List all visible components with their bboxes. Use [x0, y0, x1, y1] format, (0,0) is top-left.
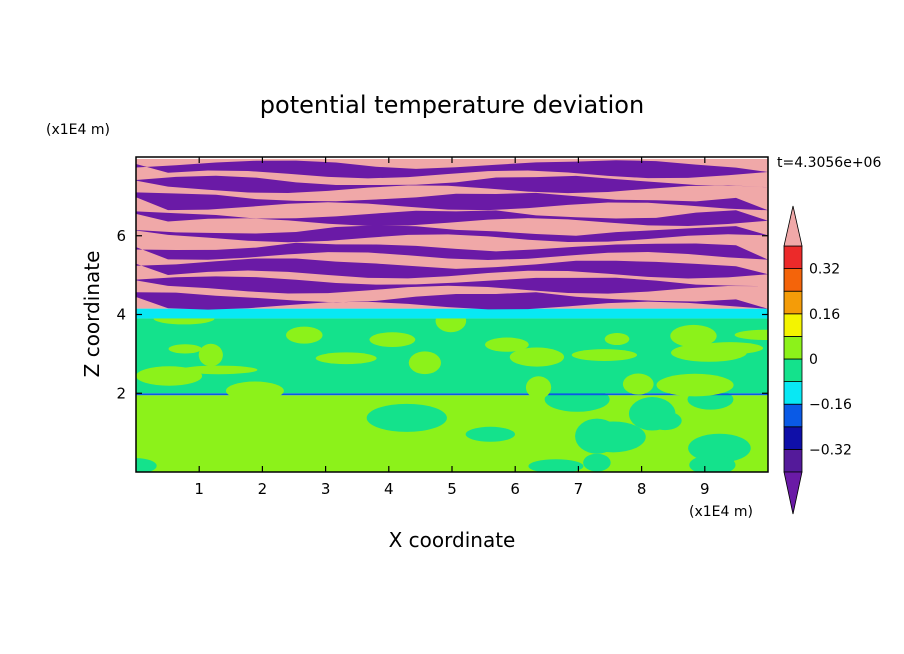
time-label: t=4.3056e+06 [777, 155, 881, 171]
colorbar-tick-label: 0.32 [809, 262, 840, 278]
x-tick-label: 4 [384, 480, 394, 498]
field-band [136, 292, 768, 310]
x-tick-label: 6 [510, 480, 520, 498]
colorbar-bin [783, 268, 803, 292]
field-band [136, 225, 768, 243]
field-patch [465, 426, 515, 442]
y-axis-unit: (x1E4 m) [46, 122, 110, 138]
colorbar-bin [783, 335, 803, 360]
colorbar-over-triangle [783, 205, 803, 247]
x-tick-label: 7 [574, 480, 584, 498]
y-tick-label: 4 [116, 306, 126, 324]
field-patch [696, 342, 764, 355]
field-patch [688, 433, 751, 463]
colorbar-tick-label: 0.16 [809, 307, 840, 323]
field-band [136, 175, 768, 194]
field-band [136, 210, 768, 227]
colorbar-bin [783, 426, 803, 450]
field-patch [525, 376, 552, 399]
x-tick-label: 1 [194, 480, 204, 498]
field-patch [622, 373, 654, 395]
field-patch [408, 351, 442, 375]
colorbar [783, 205, 803, 515]
field-band [136, 242, 768, 260]
y-axis-label: Z coordinate [80, 251, 104, 378]
colorbar-tick-label: −0.16 [809, 397, 852, 413]
field-band [136, 160, 768, 179]
x-tick-label: 5 [447, 480, 457, 498]
field-patch [509, 347, 565, 367]
field-patch [484, 337, 529, 352]
y-tick-label: 6 [116, 227, 126, 245]
field-patch [689, 454, 736, 472]
field-patch [571, 349, 638, 361]
colorbar-tick-label: 0 [809, 352, 818, 368]
field-layer [136, 393, 768, 396]
chart-title: potential temperature deviation [260, 91, 644, 119]
field-patch [580, 421, 646, 453]
field-patch [366, 403, 447, 432]
field-patch [648, 411, 682, 431]
colorbar-bin [783, 448, 803, 473]
field-patch [583, 453, 611, 472]
field-patch [179, 365, 258, 375]
colorbar-labels: 0.32 0.16 0 −0.16 −0.32 [809, 262, 852, 459]
field-layer [136, 308, 768, 319]
colorbar-bin [783, 245, 803, 270]
x-tick-label: 3 [321, 480, 331, 498]
x-tick-label: 8 [637, 480, 647, 498]
x-tick-label: 2 [258, 480, 268, 498]
field-patch [286, 326, 323, 344]
field-patch [528, 459, 584, 472]
field-band [136, 258, 768, 279]
colorbar-tick-label: −0.32 [809, 442, 852, 458]
colorbar-bin [783, 381, 803, 405]
colorbar-bin [783, 313, 803, 337]
x-tick-label: 9 [700, 480, 710, 498]
field-band [136, 276, 768, 294]
field-patch [315, 352, 377, 365]
field-patch [198, 343, 223, 367]
field-band [136, 192, 768, 211]
field-patch [369, 332, 416, 348]
y-tick-label: 2 [116, 384, 126, 402]
field-patch [604, 333, 630, 346]
contour-field [136, 158, 768, 472]
y-axis-ticks: 2 4 6 [116, 227, 768, 402]
x-axis-unit: (x1E4 m) [689, 504, 753, 520]
colorbar-under-triangle [783, 471, 803, 515]
colorbar-bin [783, 290, 803, 315]
x-axis-label: X coordinate [389, 528, 516, 552]
colorbar-bin [783, 358, 803, 383]
colorbar-bin [783, 403, 803, 428]
x-axis-ticks: 1 2 3 4 5 6 7 8 9 [194, 157, 710, 498]
field-patch [734, 329, 768, 341]
field-patch [656, 373, 734, 397]
field-patch [225, 381, 284, 401]
field-patch [168, 344, 202, 354]
field-patch [136, 458, 157, 472]
field-patch [670, 324, 717, 348]
